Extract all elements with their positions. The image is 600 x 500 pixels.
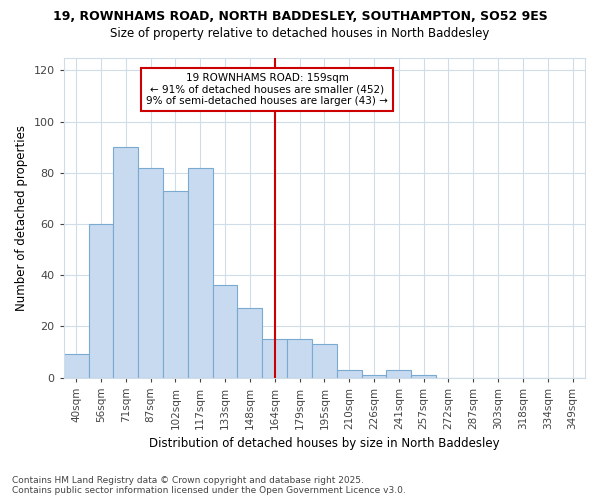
- Bar: [89, 224, 113, 378]
- Bar: [238, 308, 262, 378]
- Bar: [362, 375, 386, 378]
- Bar: [64, 354, 89, 378]
- X-axis label: Distribution of detached houses by size in North Baddesley: Distribution of detached houses by size …: [149, 437, 500, 450]
- Bar: [138, 168, 163, 378]
- Bar: [262, 339, 287, 378]
- Bar: [411, 375, 436, 378]
- Bar: [212, 286, 238, 378]
- Bar: [163, 190, 188, 378]
- Y-axis label: Number of detached properties: Number of detached properties: [15, 124, 28, 310]
- Bar: [312, 344, 337, 378]
- Text: Contains HM Land Registry data © Crown copyright and database right 2025.
Contai: Contains HM Land Registry data © Crown c…: [12, 476, 406, 495]
- Text: 19 ROWNHAMS ROAD: 159sqm
← 91% of detached houses are smaller (452)
9% of semi-d: 19 ROWNHAMS ROAD: 159sqm ← 91% of detach…: [146, 73, 388, 106]
- Text: Size of property relative to detached houses in North Baddesley: Size of property relative to detached ho…: [110, 28, 490, 40]
- Bar: [287, 339, 312, 378]
- Text: 19, ROWNHAMS ROAD, NORTH BADDESLEY, SOUTHAMPTON, SO52 9ES: 19, ROWNHAMS ROAD, NORTH BADDESLEY, SOUT…: [53, 10, 547, 23]
- Bar: [113, 147, 138, 378]
- Bar: [386, 370, 411, 378]
- Bar: [188, 168, 212, 378]
- Bar: [337, 370, 362, 378]
